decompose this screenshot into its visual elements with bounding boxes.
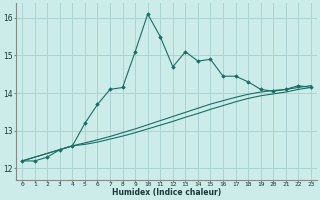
X-axis label: Humidex (Indice chaleur): Humidex (Indice chaleur) [112,188,221,197]
